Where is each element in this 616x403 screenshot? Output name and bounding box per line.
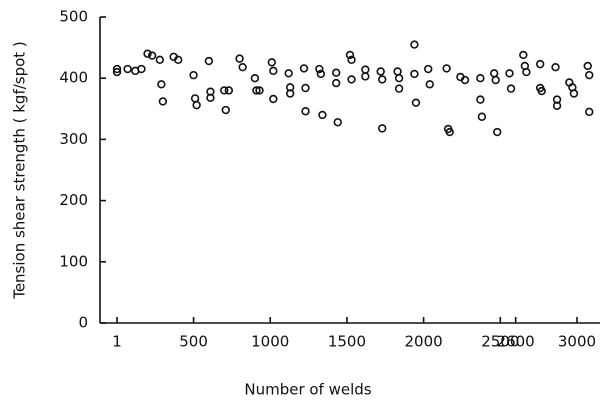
data-point <box>190 94 200 103</box>
data-point <box>285 89 295 98</box>
data-point <box>551 62 560 72</box>
data-point <box>192 100 201 110</box>
data-point <box>255 86 264 95</box>
data-point <box>476 95 485 104</box>
data-point <box>411 98 421 107</box>
data-point <box>318 110 327 120</box>
x-tick-label: 2500 <box>481 333 519 351</box>
x-tick-label: 3000 <box>558 333 596 351</box>
data-point <box>378 124 387 133</box>
data-point <box>537 86 546 96</box>
data-point <box>250 73 260 83</box>
data-point <box>552 101 562 110</box>
data-point <box>424 64 433 74</box>
data-point <box>235 54 244 63</box>
data-point <box>491 75 500 85</box>
data-point <box>206 93 215 102</box>
data-point <box>410 40 419 49</box>
x-axis-label: Number of welds <box>244 381 371 399</box>
data-point <box>583 61 592 71</box>
data-point <box>331 68 341 77</box>
data-point <box>220 86 229 95</box>
data-point <box>269 66 278 76</box>
data-point <box>569 89 579 98</box>
data-point <box>394 84 404 93</box>
data-point <box>460 75 470 85</box>
data-point <box>361 65 370 74</box>
data-point <box>393 67 402 76</box>
data-point <box>522 67 531 77</box>
y-tick-label: 0 <box>78 314 88 332</box>
data-point <box>445 127 454 137</box>
data-point <box>394 73 404 83</box>
data-point <box>301 107 310 116</box>
y-tick-label: 200 <box>59 191 88 209</box>
y-tick-label: 100 <box>59 252 88 270</box>
data-point <box>252 86 261 95</box>
data-point <box>378 75 387 84</box>
x-tick-label: 500 <box>179 333 208 351</box>
data-point <box>174 55 183 65</box>
data-point <box>224 86 234 95</box>
data-point <box>376 67 385 76</box>
data-point <box>301 83 310 93</box>
x-tick-label: 2600 <box>497 333 535 351</box>
data-point <box>137 64 146 74</box>
y-tick-label: 300 <box>59 130 88 148</box>
data-point <box>585 70 594 80</box>
data-point <box>345 50 355 60</box>
y-tick-label: 500 <box>59 8 88 26</box>
data-point <box>347 75 356 84</box>
data-point <box>189 70 198 80</box>
y-tick-label: 400 <box>59 69 88 87</box>
data-point <box>157 80 166 89</box>
data-point <box>585 107 594 117</box>
data-point <box>505 69 514 78</box>
data-point <box>112 67 122 77</box>
data-point <box>112 64 122 74</box>
data-point <box>442 64 451 73</box>
data-point <box>147 51 157 60</box>
data-point <box>506 84 516 93</box>
x-tick-label: 1500 <box>328 333 366 351</box>
data-point <box>143 49 152 58</box>
data-point <box>333 118 342 127</box>
data-point <box>477 112 487 121</box>
data-point <box>331 78 341 88</box>
data-point <box>535 59 545 69</box>
data-point <box>519 50 528 60</box>
y-axis-label: Tension shear strength ( kgf/spot ) <box>11 41 29 300</box>
data-point <box>299 64 309 73</box>
data-point <box>425 80 434 89</box>
data-point <box>269 94 278 104</box>
data-point <box>267 58 276 67</box>
data-point <box>204 56 214 66</box>
data-point <box>361 72 370 81</box>
data-point <box>221 105 230 115</box>
x-tick-label: 1 <box>112 333 122 351</box>
data-point <box>316 69 326 79</box>
data-point <box>493 127 502 137</box>
data-point <box>476 73 485 83</box>
data-point <box>284 69 293 78</box>
data-point <box>158 97 168 106</box>
x-tick-label: 2000 <box>405 333 443 351</box>
data-point <box>315 64 324 74</box>
data-point <box>410 69 419 79</box>
x-tick-label: 1000 <box>251 333 289 351</box>
data-point <box>489 69 499 78</box>
data-point <box>155 55 165 65</box>
data-point <box>238 62 247 72</box>
data-point <box>123 64 132 74</box>
data-point <box>347 55 356 65</box>
